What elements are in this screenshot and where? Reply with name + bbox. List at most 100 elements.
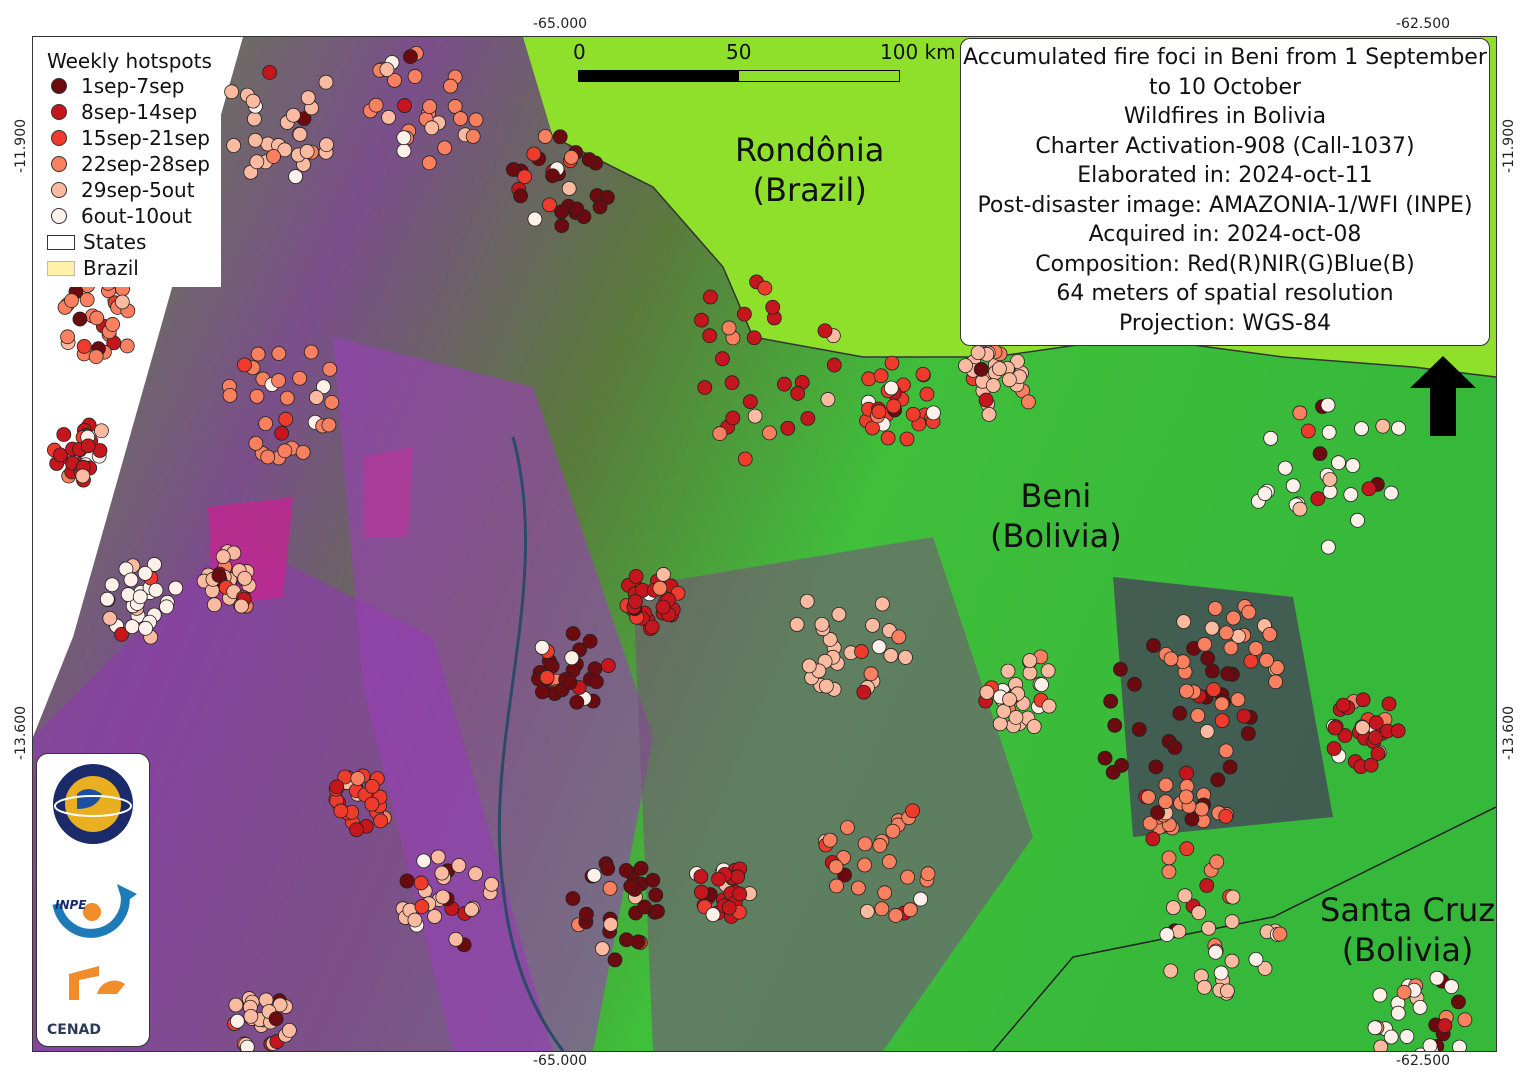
- legend-item-week2: 8sep-14sep: [47, 99, 221, 125]
- hotspot-marker: [1199, 724, 1215, 739]
- hotspot-marker: [105, 317, 120, 332]
- lat-label-right-2: -13.600: [1501, 705, 1518, 761]
- hotspot-marker: [648, 887, 664, 903]
- hotspot-marker: [856, 684, 872, 700]
- hotspot-marker: [697, 380, 713, 395]
- lon-label-bottom-1: -65.000: [533, 1053, 588, 1069]
- hotspot-marker: [871, 639, 887, 655]
- hotspot-marker: [215, 549, 231, 565]
- legend-item-week6: 6out-10out: [47, 203, 221, 229]
- hotspot-marker: [226, 138, 242, 153]
- hotspot-marker: [1343, 487, 1359, 502]
- hotspot-marker: [435, 889, 451, 905]
- hotspot-marker: [1412, 999, 1428, 1015]
- legend-label: States: [83, 230, 147, 254]
- hotspot-marker: [1204, 663, 1220, 679]
- hotspot-marker: [637, 899, 652, 915]
- hotspot-marker: [381, 109, 396, 125]
- hotspot-marker: [586, 867, 602, 883]
- hotspot-marker: [279, 390, 295, 406]
- hotspot-marker: [246, 111, 262, 127]
- hotspot-marker: [840, 820, 855, 835]
- hotspot-marker: [248, 435, 264, 451]
- hotspot-marker: [880, 430, 896, 446]
- hotspot-marker: [397, 98, 412, 113]
- hotspot-marker: [619, 932, 634, 948]
- info-line: Projection: WGS-84: [1119, 310, 1331, 336]
- hotspot-marker: [799, 593, 815, 609]
- lat-label-left-1: -11.900: [13, 118, 30, 174]
- hotspot-marker: [581, 152, 597, 167]
- hotspot-marker: [623, 878, 639, 894]
- hotspot-marker: [324, 394, 340, 410]
- hotspot-marker: [1320, 397, 1336, 413]
- hotspot-marker: [1322, 472, 1338, 487]
- hotspot-marker: [451, 858, 467, 873]
- hotspot-marker: [757, 280, 773, 296]
- hotspot-marker: [1285, 478, 1301, 494]
- hotspot-marker: [829, 878, 844, 894]
- hotspot-marker: [88, 349, 104, 365]
- hotspot-marker: [234, 598, 249, 614]
- legend-label: Brazil: [83, 256, 139, 280]
- hotspot-marker: [249, 154, 265, 170]
- hotspot-marker: [303, 344, 319, 360]
- hotspot-marker: [268, 1011, 284, 1027]
- hotspot-marker: [414, 899, 430, 914]
- legend-item-week5: 29sep-5out: [47, 177, 221, 203]
- hotspot-marker: [89, 310, 105, 326]
- hotspot-marker: [1345, 458, 1361, 473]
- hotspot-marker: [308, 390, 324, 405]
- hotspot-marker: [168, 580, 184, 596]
- hotspot-marker: [569, 694, 585, 710]
- hotspot-marker: [517, 169, 533, 185]
- hotspot-marker: [578, 906, 594, 922]
- hotspot-marker: [534, 684, 550, 700]
- hotspot-marker: [1350, 512, 1365, 528]
- hotspot-marker: [900, 869, 916, 885]
- hotspot-marker: [1248, 951, 1264, 967]
- legend-title: Weekly hotspots: [47, 49, 212, 73]
- cenad-logo: CENAD: [47, 966, 125, 1038]
- svg-text:INPE: INPE: [55, 898, 87, 912]
- hotspot-marker: [850, 880, 866, 896]
- hotspot-marker: [656, 567, 671, 582]
- hotspot-marker: [1040, 663, 1056, 679]
- hotspot-marker: [132, 589, 148, 605]
- hotspot-marker: [602, 880, 618, 896]
- hotspot-marker: [119, 338, 135, 354]
- hotspot-marker: [247, 132, 263, 148]
- svg-text:CENAD: CENAD: [47, 1022, 101, 1038]
- hotspot-marker: [1001, 372, 1017, 388]
- hotspot-marker: [801, 658, 817, 674]
- hotspot-marker: [1220, 666, 1236, 682]
- hotspot-marker: [285, 107, 301, 123]
- logo-panel: INPE CENAD: [36, 753, 150, 1047]
- hotspot-marker: [1021, 394, 1036, 410]
- hotspot-marker: [1321, 424, 1337, 440]
- hotspot-marker: [1312, 446, 1328, 462]
- hotspot-marker: [1224, 953, 1240, 969]
- hotspot-marker: [318, 74, 334, 90]
- hotspot-marker: [1327, 720, 1343, 736]
- hotspot-marker: [979, 684, 995, 700]
- legend-symbol: [47, 234, 75, 250]
- hotspot-marker: [628, 568, 644, 584]
- hotspot-marker: [1367, 1020, 1383, 1036]
- hotspot-marker: [884, 355, 900, 371]
- hotspot-marker: [562, 675, 578, 690]
- hotspot-marker: [554, 204, 569, 220]
- hotspot-marker: [56, 427, 72, 442]
- legend-symbol: [51, 130, 67, 146]
- scale-label-50: 50: [726, 40, 752, 64]
- hotspot-marker: [978, 392, 994, 408]
- hotspot-marker: [1361, 481, 1377, 497]
- hotspot-marker: [52, 447, 68, 463]
- hotspot-marker: [292, 126, 308, 142]
- legend-label: 6out-10out: [81, 204, 192, 228]
- hotspot-marker: [1375, 418, 1391, 434]
- hotspot-marker: [1310, 491, 1326, 507]
- hotspot-marker: [437, 140, 453, 156]
- hotspot-marker: [396, 130, 412, 146]
- hotspot-marker: [865, 617, 880, 633]
